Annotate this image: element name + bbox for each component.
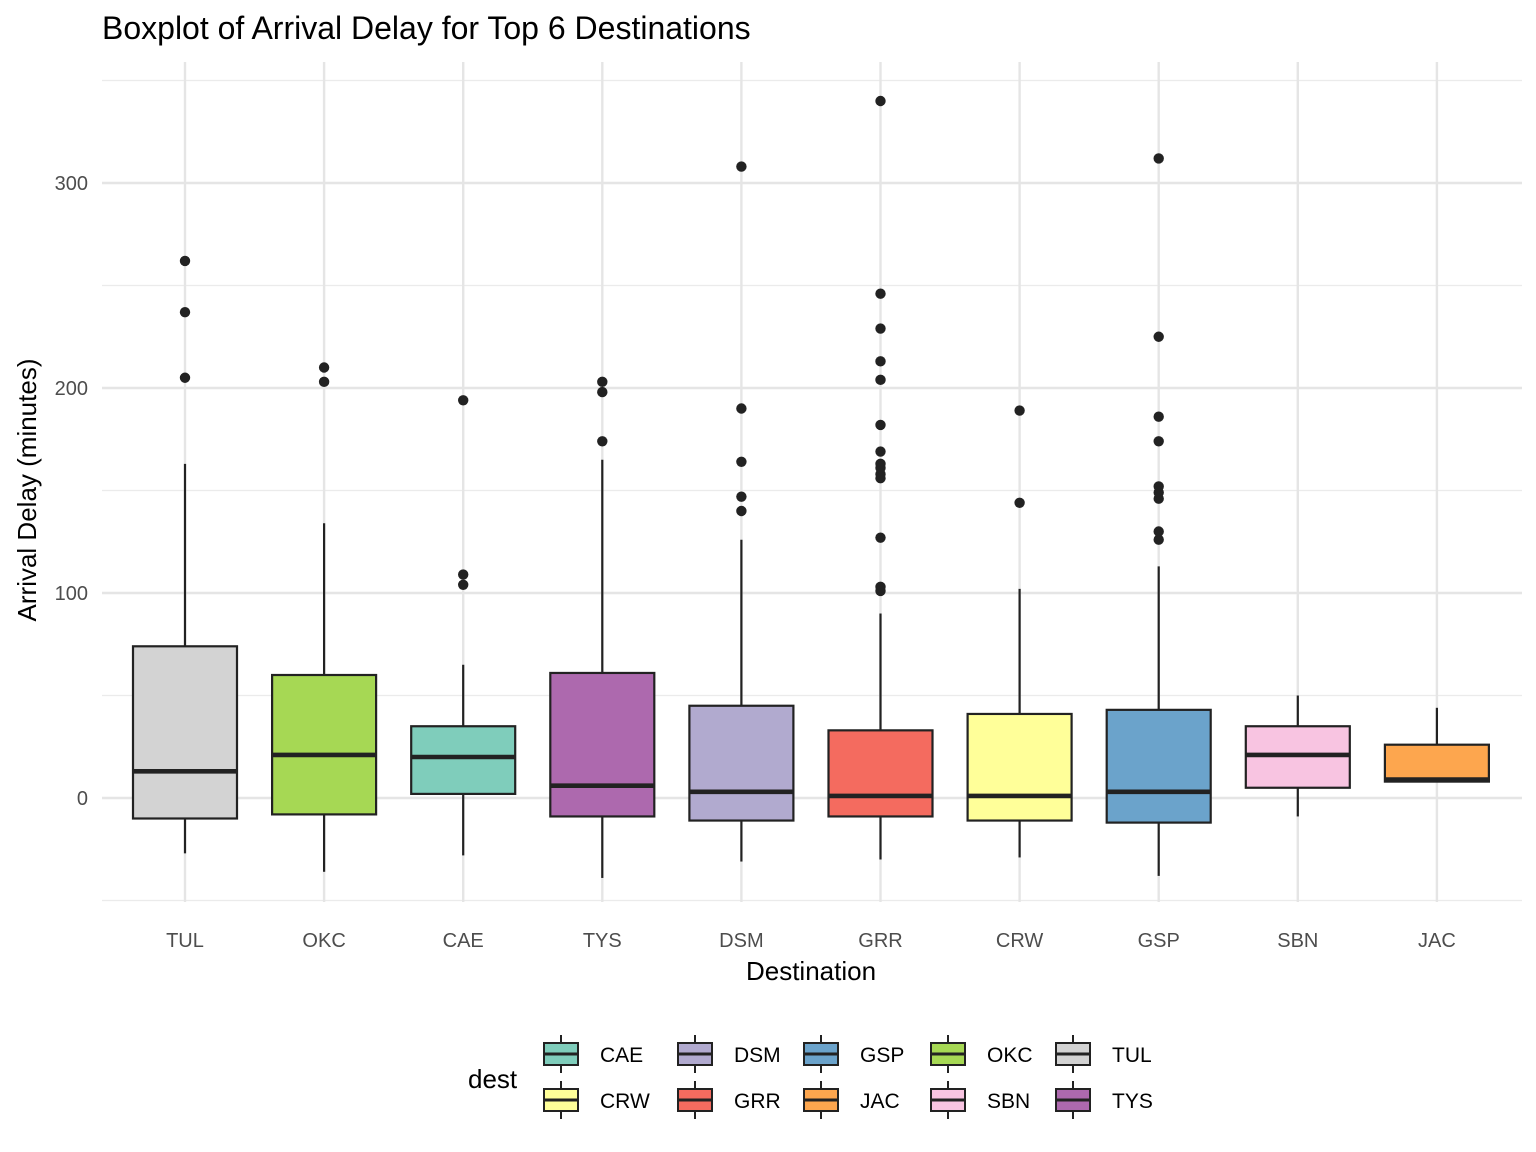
outlier-point <box>875 581 886 593</box>
box-body <box>1105 708 1212 824</box>
outlier-point <box>318 362 330 373</box>
legend-item-okc: OKC <box>930 1035 1033 1073</box>
legend-label: DSM <box>734 1044 781 1067</box>
outlier-point <box>736 161 747 172</box>
box-body <box>131 645 239 820</box>
outlier-point <box>597 376 608 388</box>
legend-item-dsm: DSM <box>677 1035 781 1073</box>
outlier-point <box>875 323 886 334</box>
box-jac <box>1383 707 1491 783</box>
x-tick-label: DSM <box>719 930 763 952</box>
x-tick-label: SBN <box>1277 930 1318 952</box>
legend-label: CRW <box>600 1090 650 1113</box>
outlier-point <box>875 419 886 431</box>
outlier-point <box>875 356 886 367</box>
box-gsp <box>1105 153 1212 876</box>
outlier-point <box>179 372 191 383</box>
outlier-point <box>736 505 747 517</box>
x-tick-label: GSP <box>1138 930 1180 952</box>
box-tul <box>131 255 239 854</box>
x-tick-label: JAC <box>1418 930 1456 952</box>
outlier-point <box>1153 526 1164 537</box>
box-body <box>410 725 517 796</box>
y-tick-label: 300 <box>55 173 88 195</box>
outlier-point <box>1014 405 1025 416</box>
outlier-point <box>458 395 469 406</box>
box-grr <box>827 95 934 860</box>
legend-item-grr: GRR <box>677 1081 781 1119</box>
legend-item-gsp: GSP <box>803 1035 904 1073</box>
outlier-point <box>1153 436 1164 447</box>
x-axis-ticks: TUL OKC CAE TYS DSM GRR CRW GSP SBN JAC <box>166 930 1456 952</box>
outlier-point <box>1153 411 1164 422</box>
outlier-point <box>597 436 608 447</box>
legend-title: dest <box>468 1064 518 1094</box>
outlier-point <box>875 458 886 470</box>
legend-item-crw: CRW <box>543 1081 650 1119</box>
outlier-point <box>1153 481 1164 492</box>
outlier-point <box>318 376 330 388</box>
legend-label: GRR <box>734 1090 781 1113</box>
box-okc <box>271 362 378 872</box>
outlier-point <box>458 569 469 580</box>
x-tick-label: OKC <box>302 930 345 952</box>
legend-label: CAE <box>600 1044 643 1067</box>
legend-label: TYS <box>1112 1090 1153 1113</box>
outlier-point <box>875 446 886 457</box>
y-tick-label: 100 <box>55 583 88 605</box>
legend-label: OKC <box>987 1044 1033 1067</box>
outlier-point <box>1153 331 1164 342</box>
outlier-point <box>736 491 747 502</box>
legend-item-jac: JAC <box>803 1081 900 1119</box>
x-tick-label: CRW <box>996 930 1044 952</box>
x-tick-label: TYS <box>583 930 622 952</box>
x-tick-label: TUL <box>166 930 204 952</box>
box-body <box>549 671 656 818</box>
y-axis-ticks: 0 100 200 300 <box>55 173 88 810</box>
box-body <box>271 673 378 816</box>
outlier-point <box>1014 497 1025 508</box>
outlier-point <box>458 579 469 590</box>
boxes <box>131 95 1491 878</box>
outlier-point <box>179 255 191 267</box>
legend-item-cae: CAE <box>543 1035 643 1073</box>
outlier-point <box>179 306 191 318</box>
box-body <box>827 729 934 818</box>
x-axis-title: Destination <box>746 956 876 986</box>
outlier-point <box>1153 153 1164 164</box>
legend-item-sbn: SBN <box>930 1081 1030 1119</box>
legend-label: SBN <box>987 1090 1030 1113</box>
chart-title: Boxplot of Arrival Delay for Top 6 Desti… <box>102 10 751 46</box>
x-tick-label: CAE <box>443 930 484 952</box>
box-sbn <box>1244 695 1351 817</box>
box-body <box>966 712 1073 822</box>
box-body <box>688 704 795 822</box>
outlier-point <box>875 95 886 107</box>
legend: dest CAE CRW DSM GRR GSP JAC OKC SBN TUL TYS <box>468 1035 1153 1119</box>
box-crw <box>966 405 1073 858</box>
legend-label: TUL <box>1112 1044 1152 1067</box>
x-tick-label: GRR <box>858 930 902 952</box>
box-cae <box>410 395 517 856</box>
legend-item-tys: TYS <box>1055 1081 1153 1119</box>
outlier-point <box>875 532 886 543</box>
legend-label: JAC <box>860 1090 900 1113</box>
box-body <box>1383 743 1491 783</box>
outlier-point <box>1153 534 1164 545</box>
y-tick-label: 0 <box>77 788 88 810</box>
box-tys <box>549 376 656 878</box>
legend-label: GSP <box>860 1044 904 1067</box>
outlier-point <box>736 403 747 414</box>
outlier-point <box>875 288 886 299</box>
legend-item-tul: TUL <box>1055 1035 1152 1073</box>
box-dsm <box>688 161 795 862</box>
outlier-point <box>875 374 886 385</box>
y-axis-title: Arrival Delay (minutes) <box>12 359 42 622</box>
outlier-point <box>597 386 608 398</box>
y-tick-label: 200 <box>55 378 88 400</box>
outlier-point <box>736 456 747 467</box>
